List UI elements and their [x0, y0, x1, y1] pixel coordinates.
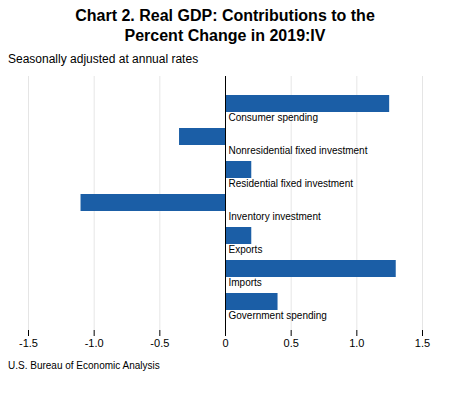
svg-text:1.0: 1.0	[349, 337, 364, 349]
svg-text:1.5: 1.5	[415, 337, 430, 349]
svg-text:-1.0: -1.0	[85, 337, 104, 349]
svg-text:Consumer spending: Consumer spending	[229, 112, 319, 123]
svg-text:Inventory investment: Inventory investment	[229, 211, 321, 222]
svg-text:Residential fixed investment: Residential fixed investment	[229, 178, 354, 189]
svg-text:Nonresidential fixed investmen: Nonresidential fixed investment	[229, 145, 368, 156]
html-text:Seasonally adjusted at annual: Seasonally adjusted at annual rates	[8, 52, 199, 66]
svg-text:Exports: Exports	[229, 244, 263, 255]
html-text:Chart 2. Real GDP: Contributio: Chart 2. Real GDP: Contributions to the …	[75, 7, 375, 44]
svg-text:-1.5: -1.5	[19, 337, 38, 349]
svg-text:Government spending: Government spending	[229, 310, 327, 321]
html-text:U.S. Bureau of Economic Analys: U.S. Bureau of Economic Analysis	[8, 360, 160, 371]
svg-text:0: 0	[222, 337, 228, 349]
svg-text:Imports: Imports	[229, 277, 262, 288]
svg-text:-0.5: -0.5	[150, 337, 169, 349]
svg-text:0.5: 0.5	[284, 337, 299, 349]
